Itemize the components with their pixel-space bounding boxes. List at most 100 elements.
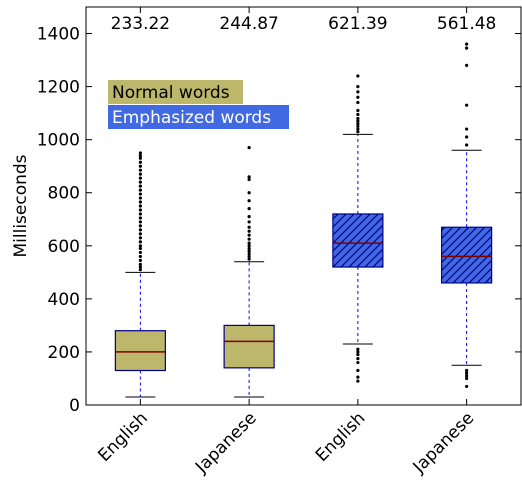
mean-value-label: 621.39 bbox=[328, 14, 387, 34]
x-tick-label: English bbox=[94, 408, 152, 466]
outlier-point bbox=[138, 220, 142, 224]
outlier-point bbox=[356, 124, 360, 128]
outlier-point bbox=[465, 376, 469, 381]
outlier-point bbox=[356, 100, 360, 105]
outlier-point bbox=[138, 172, 142, 176]
outlier-point bbox=[138, 204, 142, 208]
outlier-point bbox=[356, 379, 360, 383]
outlier-point bbox=[356, 119, 360, 123]
outlier-point bbox=[247, 207, 251, 211]
y-tick-label: 800 bbox=[48, 184, 80, 204]
outlier-point bbox=[138, 244, 142, 248]
y-tick-label: 1200 bbox=[37, 78, 80, 98]
outlier-point bbox=[138, 258, 142, 262]
outlier-point bbox=[138, 156, 142, 160]
outlier-point bbox=[356, 350, 360, 354]
mean-value-label: 244.87 bbox=[219, 14, 278, 34]
plot-area bbox=[114, 42, 493, 398]
outlier-point bbox=[138, 228, 142, 232]
outlier-point bbox=[247, 249, 251, 253]
outlier-point bbox=[247, 199, 251, 203]
outlier-point bbox=[138, 212, 142, 216]
outlier-point bbox=[138, 196, 142, 200]
outlier-point bbox=[465, 384, 469, 389]
plot-frame bbox=[85, 6, 522, 406]
legend-swatch-emphasized bbox=[108, 105, 289, 129]
outlier-point bbox=[247, 233, 251, 237]
box-iqr bbox=[114, 330, 166, 372]
y-tick-label: 1400 bbox=[37, 25, 80, 45]
outlier-point bbox=[247, 220, 251, 224]
y-tick-label: 1000 bbox=[37, 131, 80, 151]
outlier-point bbox=[138, 236, 142, 240]
legend-swatch-normal bbox=[108, 80, 243, 104]
outlier-point bbox=[356, 360, 360, 365]
y-tick-label: 0 bbox=[69, 396, 80, 416]
outlier-point bbox=[247, 229, 251, 233]
outlier-point bbox=[465, 127, 469, 131]
outlier-point bbox=[138, 160, 142, 164]
outlier-point bbox=[138, 208, 142, 212]
outlier-point bbox=[356, 127, 360, 131]
x-tick-label: English bbox=[312, 408, 370, 466]
outlier-point bbox=[465, 103, 469, 107]
outlier-point bbox=[138, 216, 142, 220]
outlier-point bbox=[138, 151, 142, 155]
outlier-point bbox=[138, 240, 142, 244]
outlier-point bbox=[138, 153, 142, 158]
outlier-point bbox=[247, 191, 251, 195]
outlier-point bbox=[138, 184, 142, 188]
y-axis-label: Milliseconds bbox=[11, 154, 31, 257]
y-tick-label: 400 bbox=[48, 290, 80, 310]
outlier-point bbox=[138, 176, 142, 180]
outlier-point bbox=[356, 108, 360, 113]
outlier-point bbox=[247, 257, 251, 261]
outlier-point bbox=[356, 352, 360, 357]
outlier-point bbox=[356, 347, 360, 351]
outlier-point bbox=[356, 368, 360, 373]
outlier-point bbox=[247, 175, 251, 179]
box-iqr bbox=[332, 213, 384, 268]
y-tick-label: 200 bbox=[48, 343, 80, 363]
outlier-point bbox=[247, 146, 251, 150]
outlier-point bbox=[138, 192, 142, 196]
outlier-point bbox=[247, 215, 251, 219]
outlier-point bbox=[138, 265, 142, 269]
outlier-point bbox=[138, 180, 142, 184]
outlier-point bbox=[465, 143, 469, 147]
outlier-point bbox=[356, 112, 360, 117]
y-tick-label: 600 bbox=[48, 237, 80, 257]
mean-value-label: 561.48 bbox=[437, 14, 496, 34]
outlier-point bbox=[356, 95, 360, 99]
outlier-point bbox=[356, 130, 360, 134]
box-iqr bbox=[223, 324, 275, 369]
outlier-point bbox=[138, 168, 142, 172]
outlier-point bbox=[356, 85, 360, 89]
outlier-point bbox=[138, 232, 142, 236]
outlier-point bbox=[138, 262, 142, 266]
outlier-point bbox=[356, 116, 360, 121]
outlier-point bbox=[247, 237, 251, 241]
legend: Normal words Emphasized words bbox=[108, 80, 289, 129]
outlier-point bbox=[356, 356, 360, 361]
outlier-point bbox=[138, 188, 142, 192]
outlier-point bbox=[465, 374, 469, 378]
legend-label-emphasized: Emphasized words bbox=[112, 108, 271, 128]
outlier-point bbox=[247, 225, 251, 229]
outlier-point bbox=[138, 164, 142, 168]
outlier-point bbox=[138, 224, 142, 228]
outlier-point bbox=[138, 200, 142, 204]
outlier-point bbox=[138, 254, 142, 259]
outlier-point bbox=[138, 268, 142, 272]
x-tick-label: Japanese bbox=[191, 408, 260, 477]
outlier-point bbox=[465, 46, 469, 50]
outlier-point bbox=[247, 252, 251, 256]
x-tick-label: Japanese bbox=[409, 408, 478, 477]
outlier-point bbox=[465, 135, 469, 139]
outlier-point bbox=[356, 74, 360, 78]
outlier-point bbox=[138, 250, 142, 255]
outlier-point bbox=[247, 244, 251, 248]
outlier-point bbox=[465, 371, 469, 375]
outlier-point bbox=[247, 241, 251, 245]
